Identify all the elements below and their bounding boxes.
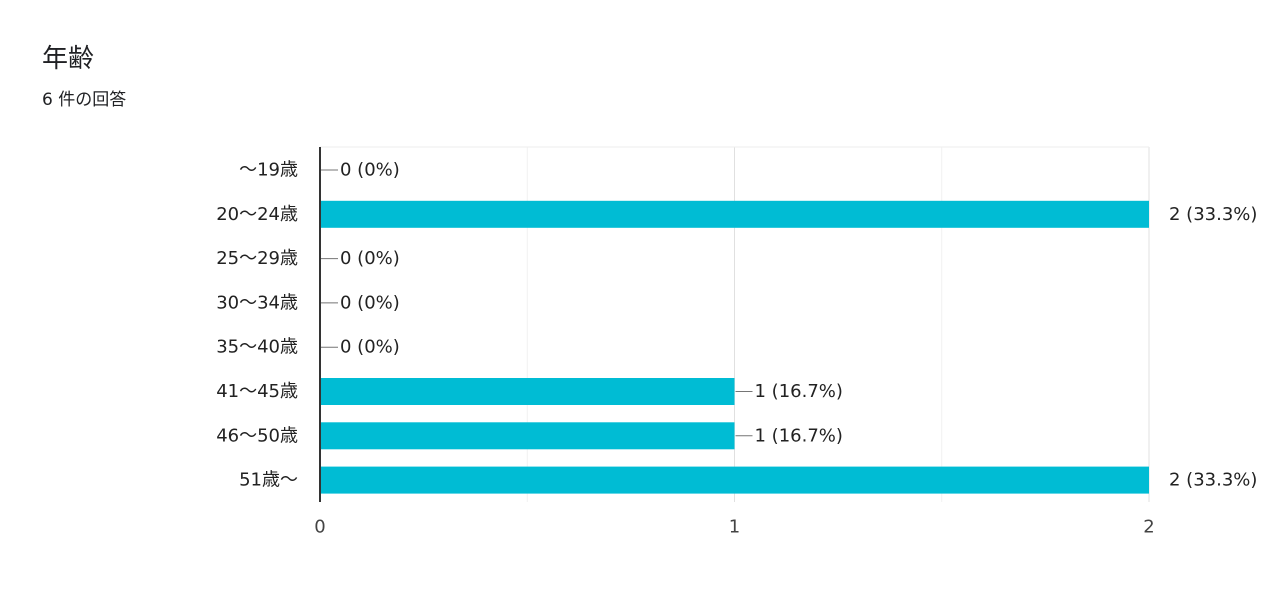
data-label: 2 (33.3%) bbox=[1169, 470, 1257, 491]
response-count: 6 件の回答 bbox=[42, 90, 127, 110]
x-tick-label: 1 bbox=[729, 517, 740, 538]
data-label: 1 (16.7%) bbox=[755, 425, 843, 446]
data-label: 2 (33.3%) bbox=[1169, 204, 1257, 225]
x-tick-label: 2 bbox=[1143, 517, 1154, 538]
data-label: 0 (0%) bbox=[340, 337, 400, 358]
bar bbox=[320, 378, 735, 405]
category-label: 30～34歳 bbox=[216, 292, 298, 313]
data-label: 0 (0%) bbox=[340, 292, 400, 313]
bar bbox=[320, 200, 1149, 228]
bar bbox=[320, 422, 735, 450]
category-label: 25～29歳 bbox=[216, 248, 298, 269]
data-label: 0 (0%) bbox=[340, 248, 400, 269]
category-label: 41～45歳 bbox=[216, 381, 298, 402]
chart-title: 年齢 bbox=[42, 44, 95, 74]
category-label: 51歳～ bbox=[239, 470, 298, 491]
category-label: 20～24歳 bbox=[216, 204, 298, 225]
x-tick-label: 0 bbox=[314, 517, 325, 538]
bar bbox=[320, 466, 1149, 494]
category-label: 35～40歳 bbox=[216, 337, 298, 358]
category-label: ～19歳 bbox=[239, 160, 298, 181]
data-label: 0 (0%) bbox=[340, 160, 400, 181]
category-label: 46～50歳 bbox=[216, 425, 298, 446]
data-label: 1 (16.7%) bbox=[755, 381, 843, 402]
